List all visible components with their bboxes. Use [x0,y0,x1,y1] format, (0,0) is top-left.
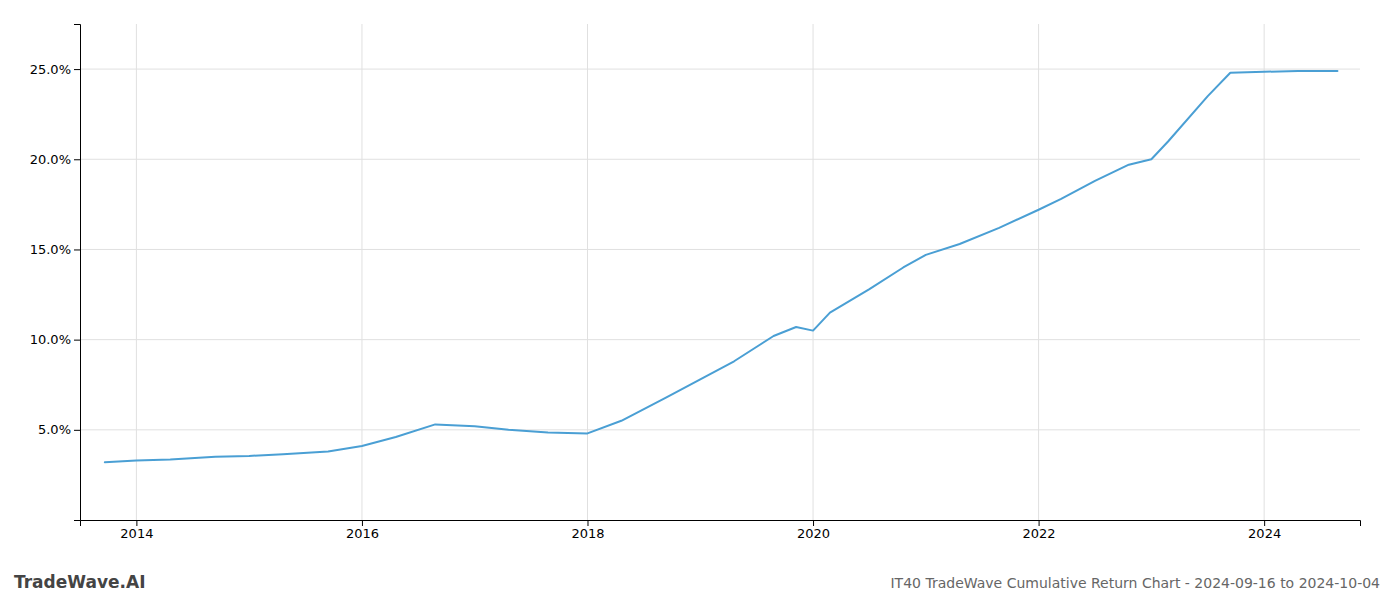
y-tick: 5.0% [38,422,80,437]
x-tick-mark [1039,520,1040,526]
x-tick-mark [362,520,363,526]
watermark: TradeWave.AI [14,572,145,592]
x-tick-mark [1264,520,1265,526]
x-tick-label: 2016 [346,526,379,541]
x-tick: 2014 [120,520,153,541]
y-grid-line [80,159,1360,160]
y-axis-line [74,25,81,521]
y-grid-line [80,339,1360,340]
x-axis-line [81,521,1361,527]
title: IT40 TradeWave Cumulative Return Chart -… [890,575,1380,591]
y-tick-mark [74,69,80,70]
y-grid-line [80,249,1360,250]
marks [105,71,1338,462]
x-tick-label: 2024 [1248,526,1281,541]
line [105,71,1338,462]
y-tick-mark [74,159,80,160]
x-tick-label: 2020 [797,526,830,541]
y-tick-label: 20.0% [30,152,71,167]
x-tick-mark [587,520,588,526]
y-tick-mark [74,249,80,250]
x-tick-mark [813,520,814,526]
x-axis: 2014 2016 2018 2020 2022 2024 [81,520,1361,541]
y-tick: 10.0% [30,332,80,347]
grid [80,24,1360,520]
y-tick-mark [74,340,80,341]
x-grid-line [813,24,814,520]
x-grid-line [1264,24,1265,520]
y-grid-line [80,69,1360,70]
y-grid-line [80,429,1360,430]
x-tick-label: 2014 [120,526,153,541]
x-tick-mark [136,520,137,526]
x-tick: 2024 [1248,520,1281,541]
y-tick-label: 25.0% [30,62,71,77]
x-tick-label: 2022 [1023,526,1056,541]
y-tick-mark [74,430,80,431]
chart: 2014 2016 2018 2020 2022 2024 5.0% 10.0% 15.0% 20… [0,0,1400,600]
y-tick-label: 5.0% [38,422,71,437]
x-grid-line [136,24,137,520]
x-tick: 2020 [797,520,830,541]
plot: 2014 2016 2018 2020 2022 2024 5.0% 10.0% 15.0% 20… [30,24,1361,541]
x-tick: 2022 [1023,520,1056,541]
x-tick: 2018 [571,520,604,541]
y-tick: 25.0% [30,62,80,77]
y-tick-label: 10.0% [30,332,71,347]
x-grid-line [1038,24,1039,520]
x-grid-line [587,24,588,520]
x-tick-label: 2018 [571,526,604,541]
x-tick: 2016 [346,520,379,541]
y-tick: 20.0% [30,152,80,167]
y-tick: 15.0% [30,242,80,257]
y-tick-label: 15.0% [30,242,71,257]
y-axis: 5.0% 10.0% 15.0% 20.0% 25.0% [30,25,81,521]
